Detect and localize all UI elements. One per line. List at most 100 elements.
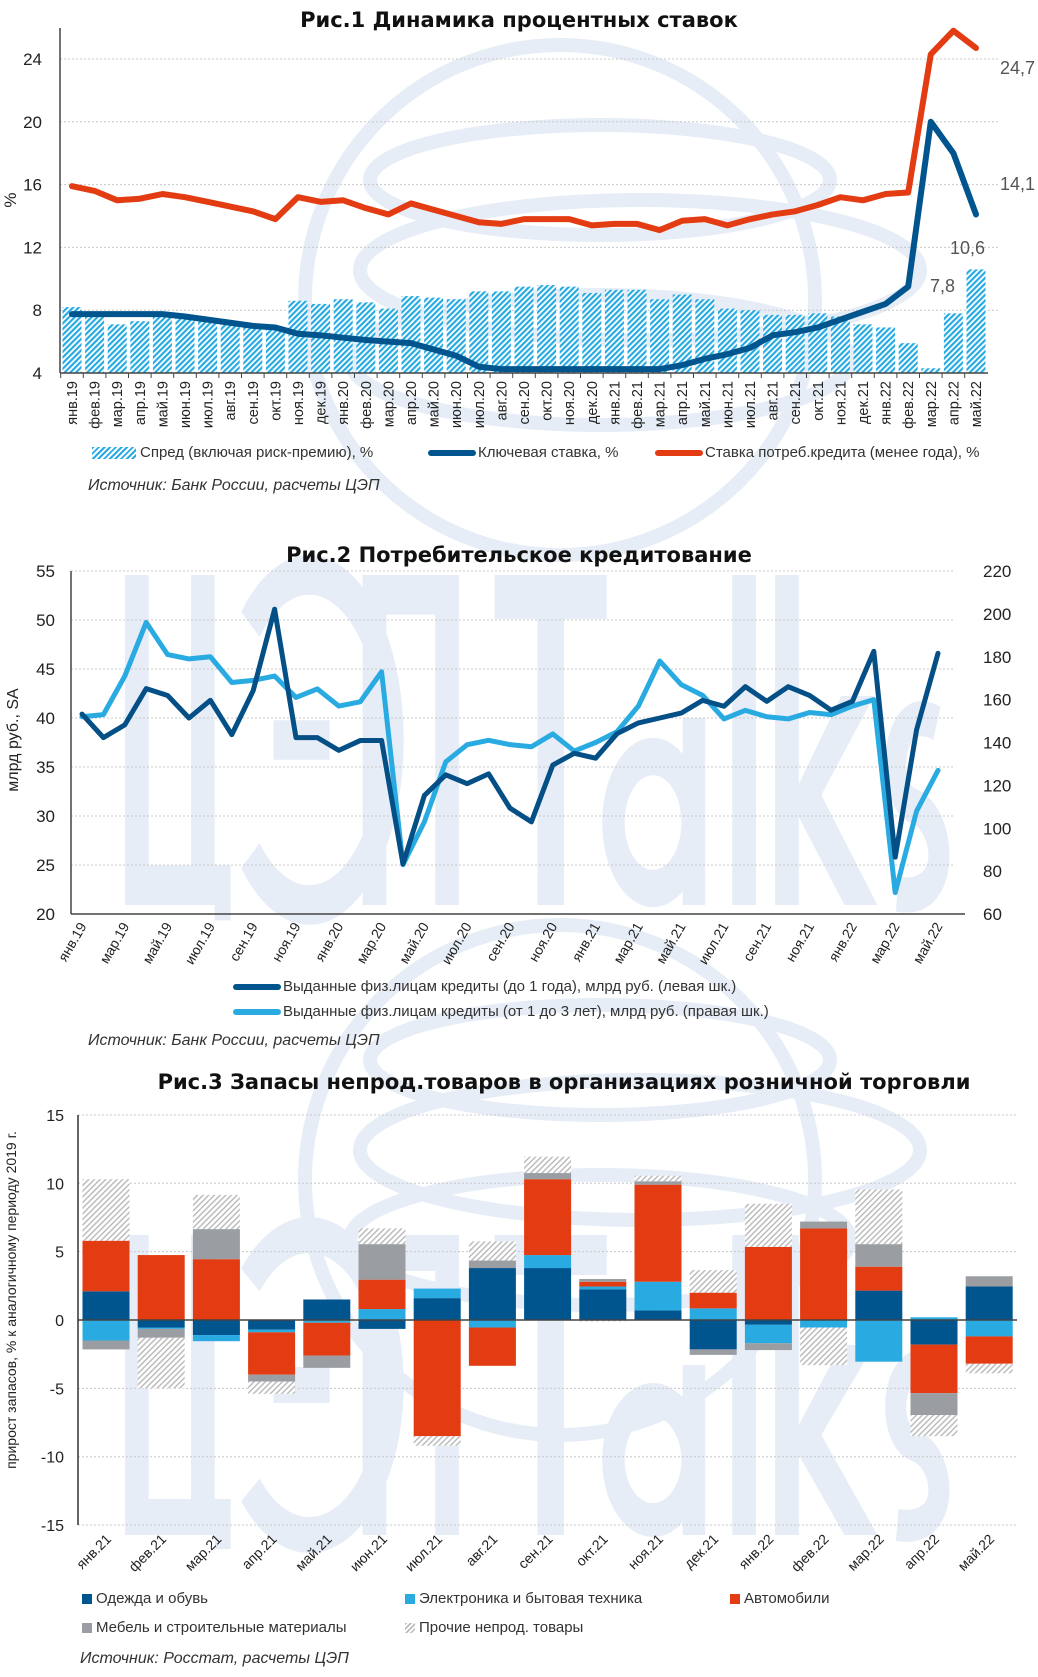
spread-bar [943, 313, 963, 373]
clothing-bar-segment [468, 1268, 516, 1320]
fig1-legend-spread: Спред (включая риск-премию), % [92, 444, 373, 461]
x-tick-label: окт.21 [572, 1531, 611, 1570]
autos-bar-segment [800, 1228, 848, 1320]
x-tick-label: янв.22 [879, 381, 895, 425]
autos-bar-segment [579, 1281, 627, 1287]
square-swatch-icon [405, 1593, 415, 1604]
x-tick-label: май.21 [292, 1531, 335, 1574]
data-label: 24,7 [1000, 58, 1035, 78]
x-tick-label: окт.19 [268, 381, 284, 421]
spread-bar [491, 291, 511, 373]
electronics-bar-segment [192, 1335, 240, 1342]
y-axis-title: % [1, 192, 20, 207]
other-goods-bar-segment [744, 1203, 792, 1247]
key-rate-line [69, 118, 979, 373]
furniture-bar-segment [192, 1229, 240, 1260]
other-goods-bar-segment [689, 1270, 737, 1293]
spread-bar [152, 316, 172, 373]
furniture-bar-segment [910, 1393, 958, 1416]
autos-bar-segment [82, 1240, 130, 1292]
spread-bar [830, 316, 850, 373]
spread-bar [672, 294, 692, 373]
y-right-tick-label: 140 [983, 734, 1011, 753]
y-axis-title: млрд руб., SA [5, 688, 22, 792]
fig3-legend-furniture: Мебель и строительные материалы [82, 1619, 346, 1636]
x-tick-label: июл.20 [472, 381, 488, 428]
square-swatch-icon [82, 1622, 92, 1633]
electronics-bar-segment [689, 1308, 737, 1320]
x-tick-label: май.19 [155, 381, 171, 427]
clothing-bar-segment [303, 1299, 351, 1320]
x-tick-label: янв.20 [311, 919, 346, 964]
spread-bar [898, 343, 918, 373]
spread-bar [62, 307, 82, 373]
furniture-bar-segment [468, 1260, 516, 1269]
x-tick-label: май.22 [954, 1531, 997, 1574]
electronics-bar-segment [744, 1324, 792, 1344]
chart-2-consumer-lending: 20 25 30 35 40 45 50 55 60 80 100 120 140 160 180 200 22… [5, 562, 1011, 967]
spread-bar [559, 286, 579, 373]
y-right-tick-label: 100 [983, 819, 1011, 838]
x-tick-label: янв.20 [336, 381, 352, 425]
x-tick-label: май.20 [427, 381, 443, 427]
y-right-tick-label: 200 [983, 605, 1011, 624]
other-goods-bar-segment [910, 1415, 958, 1437]
x-tick-label: авг.20 [494, 381, 510, 420]
spread-bar [785, 314, 805, 373]
electronics-bar-segment [910, 1317, 958, 1320]
spread-bar [740, 310, 760, 373]
other-goods-bar-segment [468, 1241, 516, 1261]
x-tick-label: авг.21 [766, 381, 782, 420]
x-tick-label: сен.21 [788, 381, 804, 424]
electronics-bar-segment [634, 1281, 682, 1311]
autos-bar-segment [634, 1184, 682, 1282]
furniture-bar-segment [303, 1355, 351, 1368]
data-label: 7,8 [930, 276, 955, 296]
x-tick-label: ноя.21 [782, 919, 817, 964]
square-swatch-icon [730, 1593, 740, 1604]
y-right-tick-label: 220 [983, 562, 1011, 581]
x-tick-label: ноя.19 [268, 919, 303, 964]
x-tick-label: окт.21 [811, 381, 827, 421]
furniture-bar-segment [965, 1276, 1013, 1287]
clothing-bar-segment [855, 1290, 903, 1320]
fig1-source: Источник: Банк России, расчеты ЦЭП [88, 477, 380, 494]
spread-bar [627, 289, 647, 373]
legend-label: Выданные физ.лицам кредиты (до 1 года), … [283, 978, 737, 995]
spread-bar [424, 297, 444, 373]
clothing-bar-segment [579, 1289, 627, 1320]
x-tick-label: апр.22 [901, 1531, 943, 1573]
spread-bar [288, 300, 308, 373]
other-goods-bar-segment [965, 1363, 1013, 1374]
x-tick-label: июл.21 [402, 1531, 446, 1575]
fig1-title: Рис.1 Динамика процентных ставок [300, 8, 738, 32]
furniture-bar-segment [524, 1173, 572, 1180]
y-right-tick-label: 60 [983, 905, 1002, 924]
x-tick-label: мар.19 [110, 381, 126, 427]
square-swatch-icon [82, 1593, 92, 1604]
other-goods-bar-segment [137, 1337, 185, 1389]
spread-bar [717, 308, 737, 373]
spread-bar [265, 327, 285, 373]
line-swatch-icon [233, 983, 281, 990]
electronics-bar-segment [303, 1320, 351, 1323]
furniture-bar-segment [137, 1328, 185, 1338]
furniture-bar-segment [248, 1374, 296, 1382]
x-tick-label: мар.21 [610, 919, 646, 966]
x-tick-label: окт.20 [540, 381, 556, 421]
other-goods-bar-segment [248, 1381, 296, 1394]
legend-label: Мебель и строительные материалы [96, 1619, 347, 1636]
fig3-title: Рис.3 Запасы непрод.товаров в организаци… [157, 1070, 971, 1094]
y-tick-label: 10 [46, 1176, 64, 1193]
x-tick-label: мар.20 [381, 381, 397, 427]
clothing-bar-segment [634, 1310, 682, 1320]
fig3-legend-other: Прочие непрод. товары [405, 1619, 583, 1636]
electronics-bar-segment [855, 1320, 903, 1362]
x-tick-label: мар.22 [867, 919, 903, 966]
spread-bar [401, 296, 421, 373]
x-tick-label: фев.20 [359, 381, 375, 429]
loans-1-3-years-line [79, 619, 941, 896]
fig3-source: Источник: Росстат, расчеты ЦЭП [80, 1650, 349, 1667]
clothing-bar-segment [965, 1286, 1013, 1320]
x-tick-label: янв.21 [73, 1531, 114, 1572]
